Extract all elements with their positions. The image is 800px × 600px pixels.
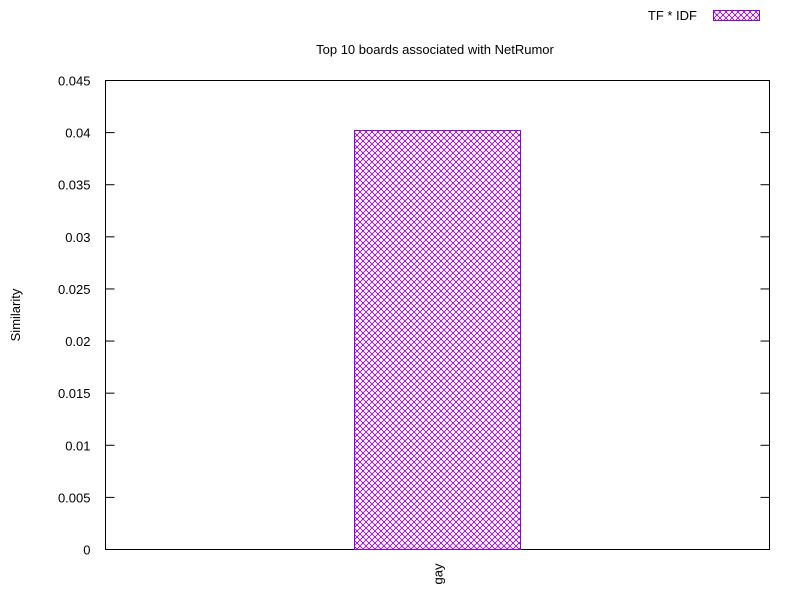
y-tick-label: 0.045: [58, 74, 91, 89]
legend: TF * IDF: [648, 8, 760, 23]
y-tick-label: 0.03: [65, 230, 90, 245]
x-axis: gay: [431, 563, 446, 584]
bar-gay: [354, 130, 521, 550]
y-tick-label: 0.035: [58, 178, 91, 193]
y-tick-label: 0.005: [58, 490, 91, 505]
y-tick-label: 0.04: [65, 126, 90, 141]
y-tick-label: 0.025: [58, 282, 91, 297]
bars: [354, 130, 521, 550]
legend-swatch-tf-idf: [713, 10, 760, 21]
y-tick-label: 0.01: [65, 438, 90, 453]
legend-label-tf-idf: TF * IDF: [648, 8, 697, 23]
y-tick-label: 0.02: [65, 334, 90, 349]
y-tick-label: 0: [83, 543, 90, 558]
chart-title: Top 10 boards associated with NetRumor: [316, 42, 554, 57]
y-axis-label: Similarity: [8, 288, 23, 341]
x-tick-label: gay: [431, 563, 446, 584]
y-tick-label: 0.015: [58, 386, 91, 401]
y-axis: 0 0.005 0.01 0.015 0.02 0.025 0.03 0.035 0.04 0.0…: [58, 74, 770, 558]
